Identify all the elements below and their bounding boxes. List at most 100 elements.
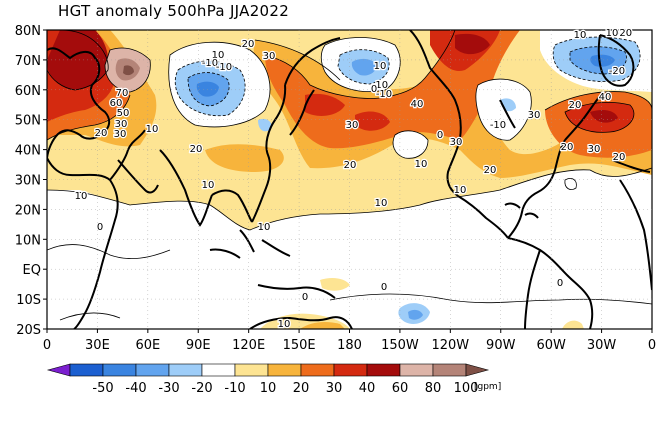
contour-label: -10: [372, 80, 388, 91]
lat-tick-label: 80N: [15, 24, 41, 39]
contour-lines: [47, 30, 652, 321]
lon-tick-label: 60W: [536, 338, 566, 353]
colorbar-swatch: [102, 363, 137, 377]
lon-tick-label: 0: [43, 338, 51, 353]
lat-tick-label: 70N: [15, 54, 41, 69]
contour-label: 10: [146, 124, 159, 135]
lon-tick-label: 0: [648, 338, 656, 353]
colorbar-swatch: [432, 363, 467, 377]
colorbar-swatch: [135, 363, 170, 377]
contour-label: -20: [616, 28, 632, 39]
lat-tick-label: 50N: [15, 114, 41, 129]
contour-label: 50: [117, 108, 130, 119]
gridlines: [47, 30, 652, 329]
lon-tick-label: 120W: [431, 338, 469, 353]
colorbar-tick-label: 10: [260, 381, 277, 396]
contour-label: 10: [212, 50, 225, 61]
lon-tick-label: 60E: [135, 338, 160, 353]
contour-label: 20: [190, 144, 203, 155]
lon-tick-label: 150W: [381, 338, 419, 353]
colorbar-swatch: [234, 363, 269, 377]
contour-label: 20: [613, 152, 626, 163]
lat-tick-label: 40N: [15, 144, 41, 159]
contour-label: -10: [202, 58, 218, 69]
contour-label: 20: [561, 142, 574, 153]
colorbar-tick-label: -30: [158, 381, 179, 396]
colorbar-high-arrow: [465, 363, 490, 377]
colorbar-tick-label: 20: [293, 381, 310, 396]
contour-label: 20: [484, 165, 497, 176]
contour-label: -20: [609, 66, 625, 77]
contour-label: 10: [258, 222, 271, 233]
lat-tick-label: 30N: [15, 174, 41, 189]
lat-tick-label: 60N: [15, 84, 41, 99]
contour-label: 0: [371, 84, 377, 95]
contour-label: 30: [346, 120, 359, 131]
colorbar-tick-label: 40: [359, 381, 376, 396]
contour-label: 30: [528, 110, 541, 121]
latitude-axis: 80N 70N 60N 50N 40N 30N 20N 10N EQ 10S 20S: [15, 24, 47, 338]
contour-label: 20: [569, 100, 582, 111]
contour-label: 10: [574, 30, 587, 41]
coastlines: [47, 30, 652, 329]
contour-label: 30: [115, 119, 128, 130]
colorbar: -50 -40 -30 -20 -10 10 20 30 40 60 80 100[gpm]: [46, 363, 501, 396]
lon-tick-label: 90W: [486, 338, 516, 353]
contour-label: 10: [375, 198, 388, 209]
contour-label: 0: [381, 282, 387, 293]
contour-label: 0: [557, 278, 563, 289]
contour-label: 10: [75, 191, 88, 202]
contour-label: 30: [588, 144, 601, 155]
colorbar-swatch: [69, 363, 104, 377]
lon-tick-label: 180: [337, 338, 362, 353]
colorbar-tick-label: -10: [224, 381, 245, 396]
lat-tick-label: 10N: [15, 233, 41, 248]
contour-label: 0: [302, 292, 308, 303]
colorbar-unit: [gpm]: [474, 382, 501, 392]
lat-tick-label: 20N: [15, 203, 41, 218]
lon-tick-label: 90E: [186, 338, 211, 353]
contour-label: 40: [411, 99, 424, 110]
lon-tick-label: 30W: [587, 338, 617, 353]
contour-label: 10: [606, 28, 619, 39]
contour-label: 20: [242, 39, 255, 50]
lon-tick-label: 120E: [232, 338, 265, 353]
map-title: HGT anomaly 500hPa JJA2022: [58, 2, 290, 20]
contour-label: -10: [376, 89, 392, 100]
colorbar-swatch: [201, 363, 236, 377]
colorbar-tick-label: 60: [392, 381, 409, 396]
contour-label: 30: [114, 129, 127, 140]
contour-label: 0: [97, 222, 103, 233]
lon-tick-label: 30E: [85, 338, 110, 353]
longitude-axis: 0 30E 60E 90E 120E 150E 180 150W 120W 90W 60W 30W 0: [43, 329, 656, 353]
colorbar-swatch: [366, 363, 401, 377]
colorbar-tick-label: -50: [92, 381, 113, 396]
colorbar-tick-label: 30: [326, 381, 343, 396]
colorbar-swatch: [333, 363, 368, 377]
lon-tick-label: 150E: [283, 338, 316, 353]
contour-label: 10: [374, 61, 387, 72]
colorbar-swatch: [168, 363, 203, 377]
contour-label: -10: [216, 62, 232, 73]
colorbar-low-arrow: [46, 363, 71, 377]
lat-tick-label: 10S: [16, 293, 41, 308]
lat-tick-label: 20S: [16, 323, 41, 338]
lat-tick-label: EQ: [23, 263, 41, 278]
colorbar-swatch: [399, 363, 434, 377]
colorbar-swatch: [267, 363, 302, 377]
contour-label: 10: [454, 185, 467, 196]
contour-label: 30: [263, 51, 276, 62]
contour-label: 0: [437, 130, 443, 141]
colorbar-tick-label: 80: [425, 381, 442, 396]
colorbar-tick-label: -40: [125, 381, 146, 396]
contour-label: 20: [344, 160, 357, 171]
contour-label: 40: [599, 92, 612, 103]
contour-label: 70: [116, 88, 129, 99]
contour-label: 60: [110, 98, 123, 109]
contour-label: 10: [202, 180, 215, 191]
contour-label: 10: [278, 319, 291, 330]
colorbar-swatch: [300, 363, 335, 377]
colorbar-tick-label: 100: [454, 381, 479, 396]
